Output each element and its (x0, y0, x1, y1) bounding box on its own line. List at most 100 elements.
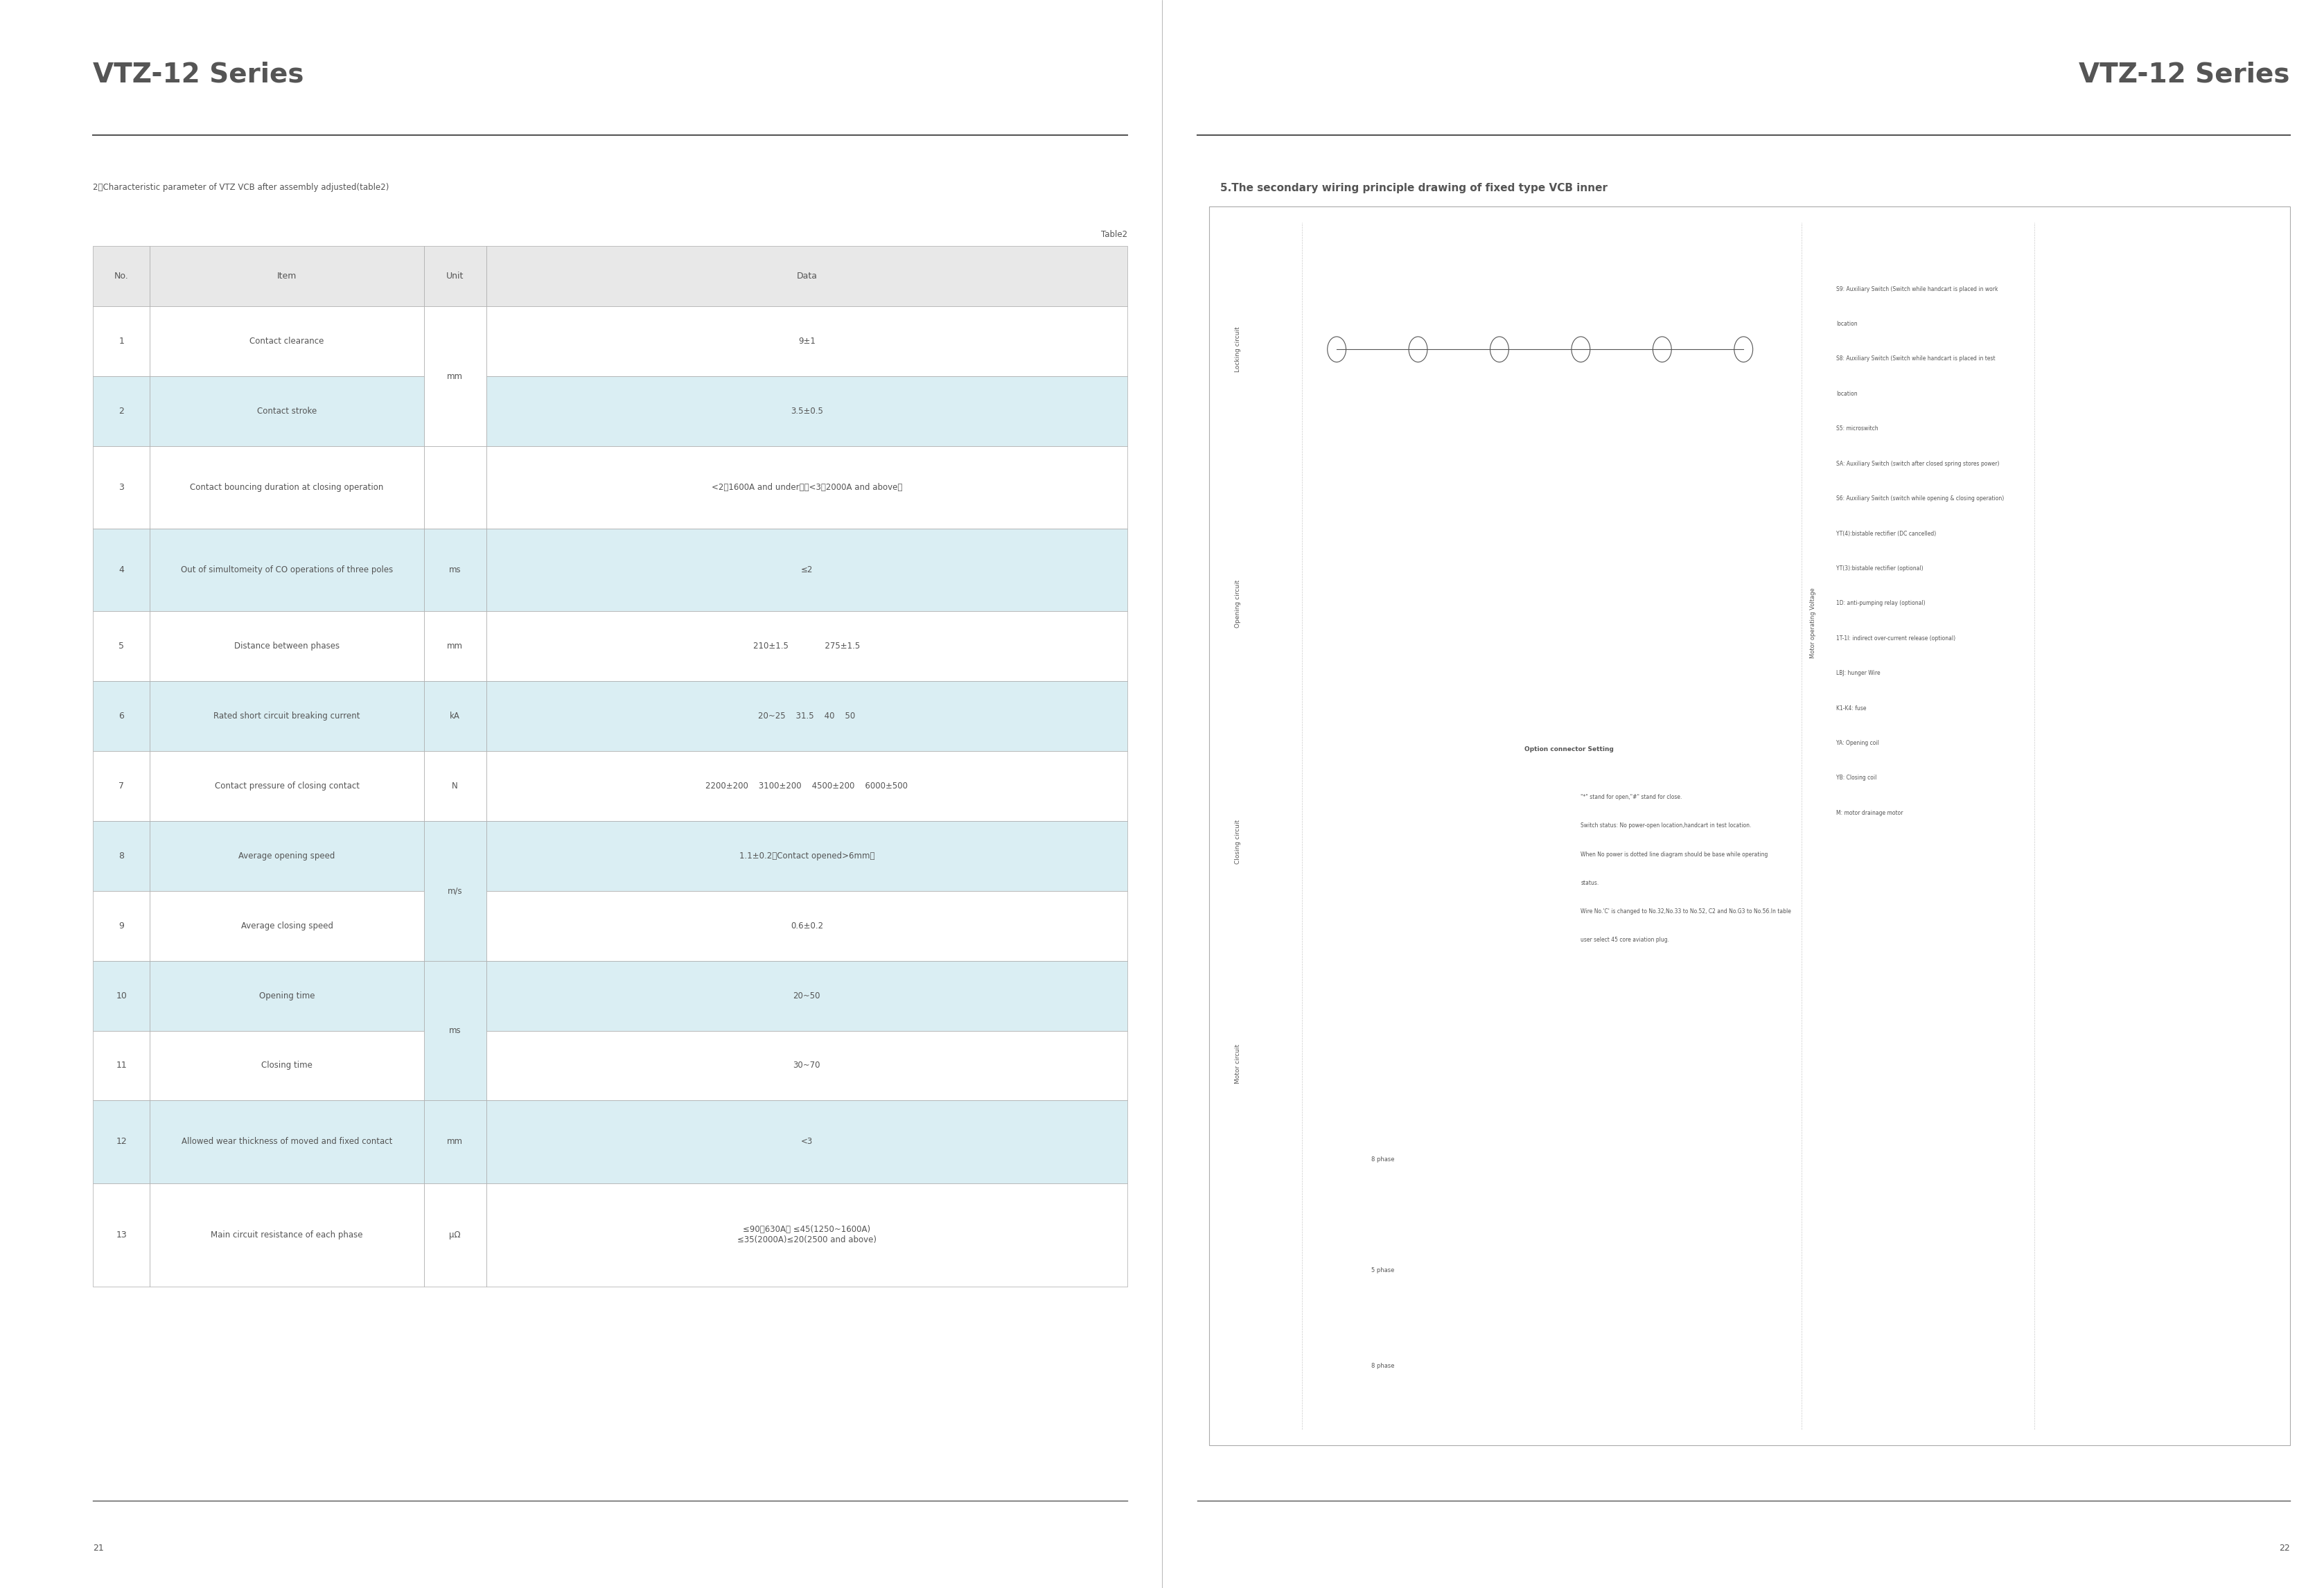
Text: location: location (1836, 391, 1857, 397)
Bar (149, 376, 423, 446)
Bar (423, 821, 486, 961)
Bar (93, 246, 149, 306)
Text: location: location (1836, 321, 1857, 327)
Text: μΩ: μΩ (449, 1231, 460, 1239)
Text: status.: status. (1580, 880, 1599, 886)
Text: S6: Auxiliary Switch (switch while opening & closing operation): S6: Auxiliary Switch (switch while openi… (1836, 495, 2003, 502)
Bar (486, 1100, 1127, 1183)
Bar (423, 961, 486, 1100)
Bar (93, 1183, 149, 1286)
Text: 1: 1 (119, 337, 123, 346)
Bar (93, 611, 149, 681)
Bar (486, 681, 1127, 751)
Bar (486, 529, 1127, 611)
Bar (423, 1100, 486, 1183)
Text: YB: Closing coil: YB: Closing coil (1836, 775, 1875, 781)
Text: 22: 22 (2278, 1544, 2289, 1553)
Text: ms: ms (449, 565, 460, 575)
Text: 1.1±0.2（Contact opened>6mm）: 1.1±0.2（Contact opened>6mm） (739, 851, 874, 861)
Text: Average opening speed: Average opening speed (239, 851, 335, 861)
Text: Closing time: Closing time (260, 1061, 311, 1070)
Text: Motor operating Voltage: Motor operating Voltage (1810, 588, 1815, 657)
Text: Motor circuit: Motor circuit (1234, 1045, 1241, 1083)
Text: VTZ-12 Series: VTZ-12 Series (93, 60, 304, 87)
Text: Distance between phases: Distance between phases (235, 642, 339, 651)
Text: <2（1600A and under），<3（2000A and above）: <2（1600A and under），<3（2000A and above） (711, 483, 902, 492)
Text: Item: Item (277, 272, 297, 281)
Text: 8 phase: 8 phase (1371, 1156, 1394, 1162)
Text: Out of simultomeity of CO operations of three poles: Out of simultomeity of CO operations of … (181, 565, 393, 575)
Bar (423, 751, 486, 821)
Text: Contact stroke: Contact stroke (258, 407, 316, 416)
Bar (486, 751, 1127, 821)
Bar (423, 446, 486, 529)
Text: ms: ms (449, 1026, 460, 1035)
Text: Closing circuit: Closing circuit (1234, 819, 1241, 864)
Text: N: N (451, 781, 458, 791)
Text: Contact clearance: Contact clearance (249, 337, 323, 346)
Text: 10: 10 (116, 991, 128, 1000)
Text: YT(4):bistable rectifier (DC cancelled): YT(4):bistable rectifier (DC cancelled) (1836, 530, 1936, 537)
Text: Average closing speed: Average closing speed (242, 921, 332, 931)
Text: 5 phase: 5 phase (1371, 1267, 1394, 1274)
Bar (149, 681, 423, 751)
Text: SA: Auxiliary Switch (switch after closed spring stores power): SA: Auxiliary Switch (switch after close… (1836, 461, 1999, 467)
Text: No.: No. (114, 272, 128, 281)
Bar (486, 821, 1127, 891)
Text: 6: 6 (119, 711, 123, 721)
Bar (486, 376, 1127, 446)
Bar (423, 1183, 486, 1286)
Bar (93, 1100, 149, 1183)
Text: 20~50: 20~50 (792, 991, 820, 1000)
Text: user select 45 core aviation plug.: user select 45 core aviation plug. (1580, 937, 1669, 943)
Text: 1T-1I: indirect over-current release (optional): 1T-1I: indirect over-current release (op… (1836, 635, 1954, 642)
Bar (1208, 206, 2289, 1445)
Bar (486, 1031, 1127, 1100)
Text: 9±1: 9±1 (797, 337, 816, 346)
Text: "*" stand for open,"#" stand for close.: "*" stand for open,"#" stand for close. (1580, 794, 1683, 800)
Text: 0.6±0.2: 0.6±0.2 (790, 921, 823, 931)
Bar (486, 306, 1127, 376)
Text: mm: mm (446, 1137, 462, 1147)
Text: Contact bouncing duration at closing operation: Contact bouncing duration at closing ope… (191, 483, 383, 492)
Bar (149, 1183, 423, 1286)
Bar (486, 961, 1127, 1031)
Text: 2、Characteristic parameter of VTZ VCB after assembly adjusted(table2): 2、Characteristic parameter of VTZ VCB af… (93, 183, 388, 192)
Text: YA: Opening coil: YA: Opening coil (1836, 740, 1878, 746)
Bar (423, 306, 486, 446)
Bar (93, 376, 149, 446)
Text: 7: 7 (119, 781, 123, 791)
Text: Opening time: Opening time (258, 991, 314, 1000)
Bar (486, 891, 1127, 961)
Text: 3: 3 (119, 483, 123, 492)
Text: Data: Data (797, 272, 818, 281)
Bar (486, 446, 1127, 529)
Text: M: motor drainage motor: M: motor drainage motor (1836, 810, 1903, 816)
Text: 9: 9 (119, 921, 123, 931)
Bar (423, 246, 486, 306)
Bar (149, 529, 423, 611)
Bar (93, 821, 149, 891)
Text: 11: 11 (116, 1061, 128, 1070)
Bar (149, 1031, 423, 1100)
Text: S8: Auxiliary Switch (Switch while handcart is placed in test: S8: Auxiliary Switch (Switch while handc… (1836, 356, 1994, 362)
Bar (149, 891, 423, 961)
Text: ≤90（630A） ≤45(1250~1600A)
≤35(2000A)≤20(2500 and above): ≤90（630A） ≤45(1250~1600A) ≤35(2000A)≤20(… (737, 1224, 876, 1245)
Text: mm: mm (446, 642, 462, 651)
Text: Locking circuit: Locking circuit (1234, 327, 1241, 372)
Bar (93, 681, 149, 751)
Bar (423, 681, 486, 751)
Text: Allowed wear thickness of moved and fixed contact: Allowed wear thickness of moved and fixe… (181, 1137, 393, 1147)
Text: 13: 13 (116, 1231, 128, 1239)
Bar (149, 821, 423, 891)
Text: mm: mm (446, 372, 462, 381)
Text: Main circuit resistance of each phase: Main circuit resistance of each phase (211, 1231, 363, 1239)
Bar (93, 751, 149, 821)
Text: kA: kA (451, 711, 460, 721)
Text: 210±1.5              275±1.5: 210±1.5 275±1.5 (753, 642, 860, 651)
Text: 8 phase: 8 phase (1371, 1363, 1394, 1369)
Text: LBJ: hunger Wire: LBJ: hunger Wire (1836, 670, 1880, 676)
Bar (149, 611, 423, 681)
Bar (486, 611, 1127, 681)
Text: Table2: Table2 (1102, 230, 1127, 240)
